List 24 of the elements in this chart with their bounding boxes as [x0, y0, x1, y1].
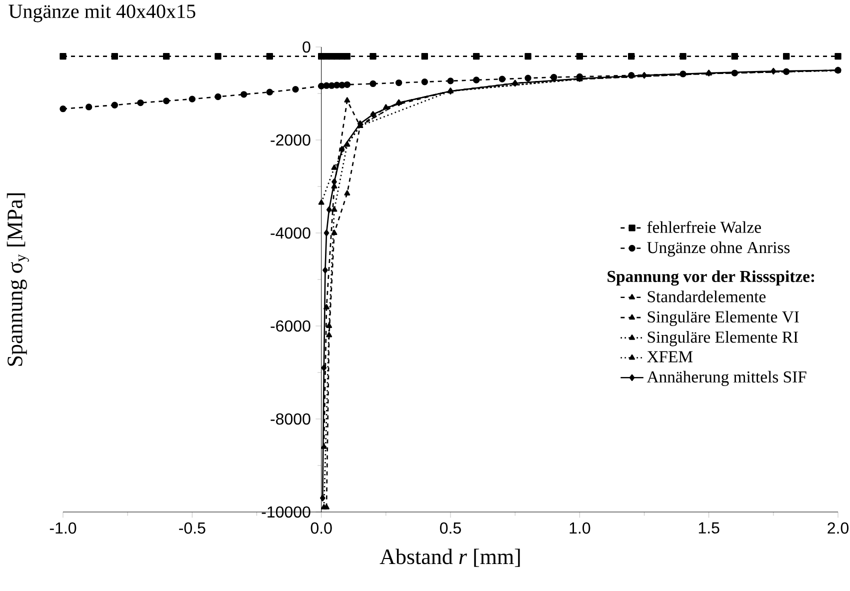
- legend-label: Standardelemente: [648, 290, 766, 302]
- x-tick-label: 1.0: [570, 522, 590, 534]
- legend-label: Annäherung mittels SIF: [646, 370, 806, 386]
- legend-label: XFEM: [647, 351, 693, 362]
- y-tick-label: 0: [302, 41, 310, 53]
- chart-title: Ungänze mit 40x40x15: [8, 4, 196, 22]
- x-axis-title: Abstand r [mm]: [380, 548, 520, 567]
- y-tick-label: -6000: [270, 320, 310, 332]
- x-tick-label: 2.0: [828, 522, 849, 534]
- y-tick-label: -10000: [262, 506, 310, 518]
- legend-label: Singuläre Elemente VI: [648, 310, 799, 326]
- y-tick-label: -4000: [270, 227, 310, 239]
- y-tick-label: -8000: [270, 413, 310, 425]
- x-tick-label: -1.0: [50, 522, 76, 534]
- legend-title: Spannung vor der Rissspitze:: [608, 270, 814, 286]
- y-tick-label: -2000: [270, 134, 310, 146]
- x-tick-label: 0.0: [310, 522, 332, 534]
- legend-label: Singuläre Elemente RI: [648, 331, 798, 346]
- legend-label: fehlerfreie Walze: [647, 221, 761, 234]
- x-tick-label: 0.5: [440, 522, 461, 534]
- legend-label: Ungänze ohne Anriss: [647, 241, 790, 257]
- y-axis-title: Spannung σ$_{y}$ [MPa]: [6, 193, 29, 366]
- x-tick-label: -0.5: [179, 522, 206, 534]
- x-tick-label: 1.5: [698, 522, 720, 534]
